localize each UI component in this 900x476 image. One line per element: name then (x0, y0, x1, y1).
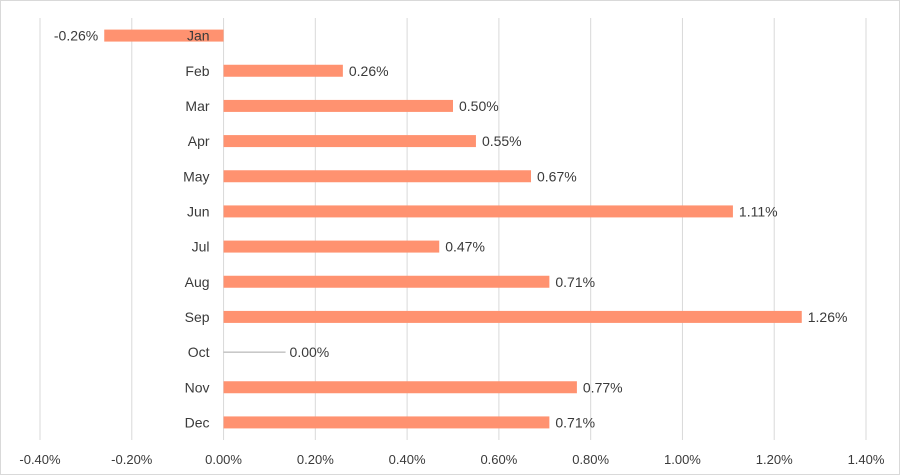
data-labels: -0.26% 0.26% 0.50% 0.55% 0.67% 1.11% 0.47% 0.71… (54, 28, 848, 431)
bar (223, 416, 550, 429)
x-tick-label: 0.60% (480, 452, 517, 467)
x-tick-label: 0.40% (389, 452, 426, 467)
category-label: May (183, 168, 209, 184)
data-label: 0.71% (555, 274, 595, 290)
category-label: Oct (188, 344, 210, 360)
category-label: Jan (187, 28, 210, 44)
data-label: 0.71% (555, 414, 595, 430)
data-label: 0.50% (459, 98, 499, 114)
category-labels: Jan Feb Mar Apr May Jun Jul Aug Sep Oct Nov Dec (183, 28, 210, 431)
bar (223, 275, 550, 288)
x-tick-label: -0.40% (19, 452, 61, 467)
category-label: Mar (185, 98, 209, 114)
data-label: 0.26% (349, 63, 389, 79)
bar (223, 381, 577, 394)
x-tick-label: 0.00% (205, 452, 242, 467)
bar (223, 310, 802, 323)
data-label: -0.26% (54, 28, 98, 44)
data-label: 0.47% (445, 239, 485, 255)
category-label: Sep (185, 309, 210, 325)
bar (223, 240, 440, 253)
data-label: 1.11% (739, 203, 778, 219)
bar (223, 170, 532, 183)
x-tick-label: -0.20% (111, 452, 153, 467)
gridlines (39, 18, 867, 440)
x-tick-label: 0.80% (572, 452, 609, 467)
category-label: Aug (185, 274, 210, 290)
data-label: 0.55% (482, 133, 522, 149)
x-tick-label: 1.20% (756, 452, 793, 467)
bar (223, 205, 733, 218)
bar (104, 29, 224, 42)
bars (104, 29, 802, 429)
bar (223, 135, 476, 148)
category-label: Nov (185, 379, 210, 395)
data-label: 0.00% (290, 344, 330, 360)
x-tick-label: 1.00% (664, 452, 701, 467)
category-label: Apr (188, 133, 210, 149)
category-label: Feb (185, 63, 209, 79)
bar (223, 99, 453, 112)
bar (223, 64, 343, 77)
data-label: 1.26% (808, 309, 848, 325)
category-label: Jun (187, 203, 210, 219)
category-label: Dec (185, 414, 210, 430)
category-label: Jul (192, 239, 210, 255)
x-tick-label: 1.40% (848, 452, 885, 467)
x-tick-label: 0.20% (297, 452, 334, 467)
data-label: 0.67% (537, 168, 577, 184)
data-label: 0.77% (583, 379, 623, 395)
x-tick-labels: -0.40% -0.20% 0.00% 0.20% 0.40% 0.60% 0.80% 1.0… (19, 452, 884, 467)
